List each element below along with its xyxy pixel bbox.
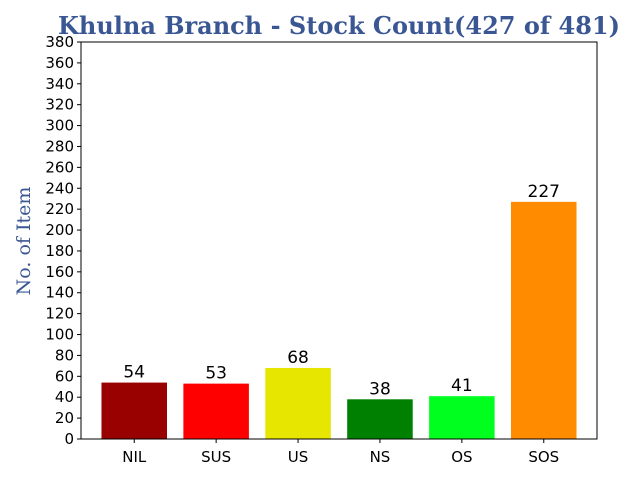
y-tick-label: 0 (64, 430, 74, 448)
y-tick-label: 100 (45, 326, 74, 344)
x-axis-ticks: NIL SUS US NS OS SOS (122, 439, 559, 466)
bar-nil (101, 382, 167, 439)
bar-us (265, 367, 331, 439)
x-tick-label-sos: SOS (528, 448, 559, 466)
bar-os (429, 396, 495, 439)
chart-title: Khulna Branch - Stock Count(427 of 481) (58, 11, 620, 40)
x-tick-label-ns: NS (370, 448, 391, 466)
y-axis-label: No. of Item (13, 187, 35, 296)
y-tick-label: 220 (45, 200, 74, 218)
y-tick-label: 240 (45, 179, 74, 197)
data-label-ns: 38 (369, 379, 391, 399)
y-tick-label: 260 (45, 158, 74, 176)
y-tick-label: 300 (45, 117, 74, 135)
y-tick-label: 20 (55, 409, 74, 427)
y-tick-label: 380 (45, 33, 74, 51)
y-tick-label: 180 (45, 242, 74, 260)
bars: 54 53 68 38 41 227 (101, 182, 577, 439)
y-tick-label: 140 (45, 284, 74, 302)
data-label-sus: 53 (205, 364, 227, 384)
y-tick-label: 60 (55, 367, 74, 385)
x-tick-label-us: US (288, 448, 309, 466)
y-tick-label: 120 (45, 305, 74, 323)
y-axis-ticks: 0 20 40 60 80 100 120 140 160 180 200 220 240 260 280 3… (45, 33, 81, 448)
plot-frame (80, 41, 598, 440)
data-label-us: 68 (287, 348, 309, 368)
y-tick-label: 80 (55, 346, 74, 364)
bar-sus (183, 383, 249, 439)
bar-sos (511, 201, 577, 439)
data-label-nil: 54 (123, 363, 145, 383)
y-tick-label: 280 (45, 137, 74, 155)
y-tick-label: 40 (55, 388, 74, 406)
y-tick-label: 360 (45, 54, 74, 72)
y-tick-label: 160 (45, 263, 74, 281)
y-tick-label: 200 (45, 221, 74, 239)
y-tick-label: 320 (45, 96, 74, 114)
x-tick-label-nil: NIL (122, 448, 147, 466)
data-label-sos: 227 (528, 182, 560, 202)
data-label-os: 41 (451, 376, 473, 396)
x-tick-label-os: OS (451, 448, 472, 466)
x-tick-label-sus: SUS (201, 448, 231, 466)
y-tick-label: 340 (45, 75, 74, 93)
bar-ns (347, 399, 413, 439)
